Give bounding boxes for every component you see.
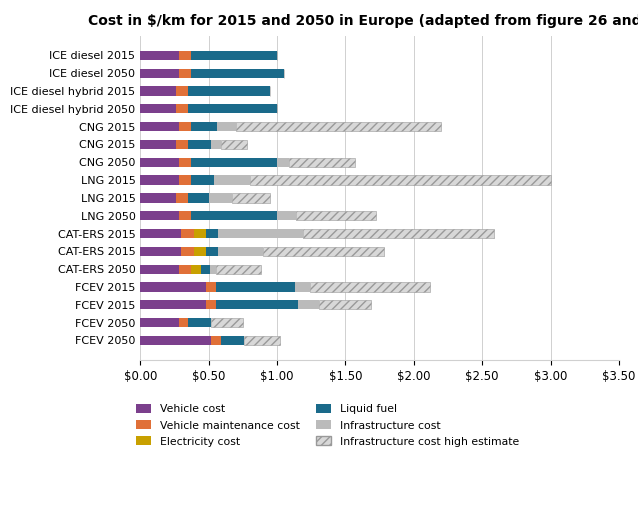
Bar (140, 51, 179, 60)
Bar (179, 122, 191, 131)
Bar (188, 86, 271, 96)
Bar (191, 68, 284, 78)
Bar (191, 175, 214, 185)
Bar (140, 318, 179, 327)
Bar (194, 229, 206, 238)
Bar (216, 282, 295, 291)
Bar (140, 175, 179, 185)
Bar (179, 175, 191, 185)
Bar (179, 265, 191, 274)
Bar (179, 318, 188, 327)
Bar (206, 300, 216, 309)
Bar (211, 140, 221, 149)
Bar (140, 265, 179, 274)
Bar (191, 265, 200, 274)
Bar (176, 104, 188, 114)
Bar (188, 140, 211, 149)
Bar (140, 86, 176, 96)
Bar (140, 282, 206, 291)
Bar (140, 229, 181, 238)
Bar (181, 247, 194, 256)
Bar (249, 175, 551, 185)
Bar (211, 318, 243, 327)
Bar (310, 282, 430, 291)
Bar (214, 175, 249, 185)
Bar (181, 229, 194, 238)
Bar (140, 211, 179, 221)
Legend: Vehicle cost, Vehicle maintenance cost, Electricity cost, Liquid fuel, Infrastru: Vehicle cost, Vehicle maintenance cost, … (136, 404, 519, 447)
Bar (263, 247, 383, 256)
Bar (221, 140, 247, 149)
Bar (140, 193, 176, 203)
Bar (188, 318, 211, 327)
Bar (320, 300, 371, 309)
Bar (188, 104, 277, 114)
Bar (179, 68, 191, 78)
Bar (176, 86, 188, 96)
Bar (303, 229, 494, 238)
Bar (179, 51, 191, 60)
Bar (211, 336, 221, 345)
Bar (140, 140, 176, 149)
Bar (140, 300, 206, 309)
Bar (179, 158, 191, 167)
Bar (221, 336, 244, 345)
Bar (140, 247, 181, 256)
Bar (191, 211, 277, 221)
Bar (216, 300, 297, 309)
Bar (209, 193, 232, 203)
Bar (218, 247, 263, 256)
Bar (217, 122, 236, 131)
Bar (206, 229, 218, 238)
Bar (295, 282, 310, 291)
Bar (296, 211, 376, 221)
Bar (218, 229, 303, 238)
Bar (191, 51, 277, 60)
Bar (140, 122, 179, 131)
Bar (140, 104, 176, 114)
Bar (176, 193, 188, 203)
Bar (206, 247, 218, 256)
Bar (194, 247, 206, 256)
Bar (191, 122, 217, 131)
Bar (216, 265, 261, 274)
Bar (140, 68, 179, 78)
Bar (277, 158, 290, 167)
Bar (176, 140, 188, 149)
Bar (179, 211, 191, 221)
Bar (236, 122, 441, 131)
Bar (200, 265, 210, 274)
Title: Cost in $/km for 2015 and 2050 in Europe (adapted from figure 26 and 38): Cost in $/km for 2015 and 2050 in Europe… (87, 14, 638, 28)
Bar (140, 158, 179, 167)
Bar (290, 158, 355, 167)
Bar (191, 158, 277, 167)
Bar (232, 193, 271, 203)
Bar (188, 193, 209, 203)
Bar (277, 211, 296, 221)
Bar (297, 300, 320, 309)
Bar (140, 336, 211, 345)
Bar (210, 265, 216, 274)
Bar (206, 282, 216, 291)
Bar (244, 336, 280, 345)
